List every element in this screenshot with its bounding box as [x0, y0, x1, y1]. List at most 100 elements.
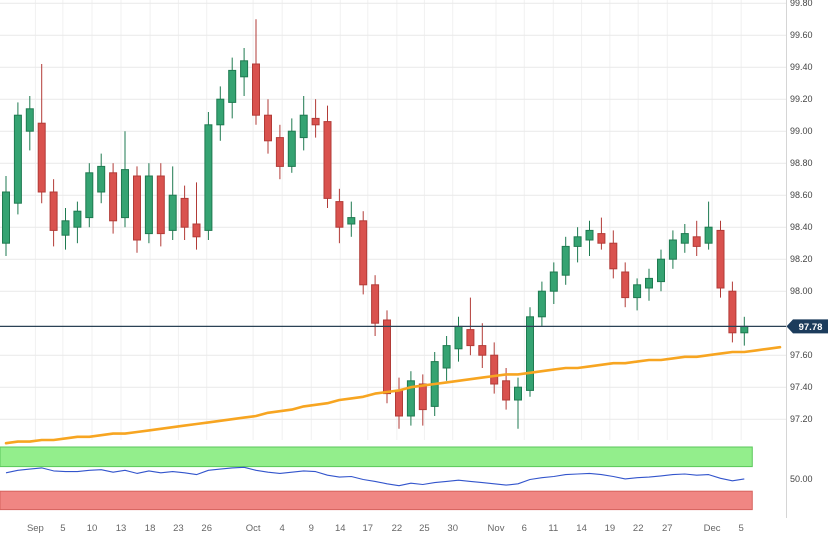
candle-body[interactable]: [359, 220, 368, 286]
candle-body[interactable]: [418, 383, 427, 411]
price-axis-label: 98.60: [790, 190, 813, 200]
time-axis-label: 22: [633, 523, 644, 534]
candle-body[interactable]: [740, 325, 749, 334]
rsi-value-label: 50.00: [790, 474, 813, 484]
price-axis-label: 97.40: [790, 382, 813, 392]
candle-body[interactable]: [442, 345, 451, 369]
candle-body[interactable]: [502, 380, 511, 401]
candle-body[interactable]: [668, 239, 677, 260]
candle-body[interactable]: [25, 108, 34, 132]
candle-body[interactable]: [478, 345, 487, 356]
candle-body[interactable]: [526, 316, 534, 391]
time-axis-label: 22: [392, 523, 403, 534]
time-axis-label: 27: [662, 523, 673, 534]
candle-body[interactable]: [85, 172, 94, 219]
price-axis-label: 99.00: [790, 126, 813, 136]
candle-body[interactable]: [13, 114, 22, 204]
candle-body[interactable]: [228, 69, 237, 103]
candle-body[interactable]: [347, 217, 356, 225]
time-axis-label: 19: [605, 523, 616, 534]
candle-body[interactable]: [264, 114, 272, 142]
candle-body[interactable]: [514, 386, 522, 401]
price-axis-label: 99.60: [790, 30, 813, 40]
candle-body[interactable]: [156, 175, 165, 235]
candle-body[interactable]: [454, 325, 463, 350]
time-axis-label: 14: [576, 523, 587, 534]
candle-body[interactable]: [645, 277, 653, 289]
time-axis-label: 17: [363, 523, 374, 534]
candle-body[interactable]: [561, 245, 570, 276]
candle-body[interactable]: [383, 319, 391, 395]
candle-body[interactable]: [633, 284, 642, 299]
candle-body[interactable]: [716, 229, 725, 289]
candle-body[interactable]: [728, 290, 737, 334]
candle-body[interactable]: [144, 175, 153, 235]
candle-body[interactable]: [49, 191, 58, 231]
candle-body[interactable]: [192, 223, 201, 238]
candle-body[interactable]: [704, 226, 713, 244]
candle-body[interactable]: [335, 201, 344, 228]
gridlines: [0, 0, 786, 440]
candle-body[interactable]: [371, 284, 380, 324]
time-axis-label: 25: [419, 523, 430, 534]
candle-body[interactable]: [240, 60, 249, 78]
candle-body[interactable]: [406, 380, 415, 417]
time-axis-label: 18: [145, 523, 156, 534]
candle-body[interactable]: [121, 169, 129, 219]
time-axis-label: 23: [173, 523, 184, 534]
candle-body[interactable]: [275, 137, 284, 167]
time-axis-label: 14: [335, 523, 346, 534]
price-axis-label: 98.80: [790, 158, 813, 168]
candle-body[interactable]: [97, 165, 106, 193]
candle-body[interactable]: [216, 98, 225, 126]
candle-body[interactable]: [597, 233, 606, 244]
candle-body[interactable]: [466, 329, 475, 347]
candle-body[interactable]: [204, 124, 213, 231]
candle-body[interactable]: [323, 121, 332, 199]
candle-body[interactable]: [621, 271, 630, 299]
candle-body[interactable]: [549, 271, 558, 292]
candle-body[interactable]: [287, 130, 296, 167]
rsi-overbought-zone: [0, 446, 753, 468]
candle-body[interactable]: [585, 229, 594, 241]
candle-body[interactable]: [299, 114, 308, 139]
candle-body[interactable]: [537, 290, 546, 318]
price-axis-label: 99.20: [790, 94, 813, 104]
candle-body[interactable]: [252, 63, 260, 116]
time-axis-label: 9: [309, 523, 314, 534]
candle-body[interactable]: [573, 236, 582, 247]
candles: [2, 19, 749, 429]
price-axis-label: 97.60: [790, 350, 813, 360]
price-axis-label: 98.40: [790, 222, 813, 232]
time-axis-label: 30: [447, 523, 458, 534]
candle-body[interactable]: [609, 242, 618, 270]
time-axis-label: Nov: [488, 523, 505, 534]
price-axis-label: 98.20: [790, 254, 813, 264]
candle-body[interactable]: [657, 258, 665, 283]
time-axis-label: Oct: [246, 523, 261, 534]
candle-body[interactable]: [490, 354, 499, 385]
candle-body[interactable]: [692, 236, 701, 247]
candle-body[interactable]: [168, 194, 177, 231]
candle-body[interactable]: [133, 175, 141, 241]
candle-body[interactable]: [395, 389, 403, 417]
candle-body[interactable]: [109, 172, 118, 222]
candle-body[interactable]: [680, 233, 689, 244]
candle-body[interactable]: [311, 117, 320, 126]
price-axis-label: 97.20: [790, 414, 813, 424]
candle-body[interactable]: [180, 197, 189, 228]
price-axis-label: 99.80: [790, 0, 813, 8]
candle-body[interactable]: [37, 122, 46, 193]
rsi-line: [5, 466, 745, 487]
time-axis-label: Sep: [27, 523, 44, 534]
candle-body[interactable]: [2, 191, 10, 244]
candle-body[interactable]: [61, 220, 70, 236]
time-axis-label: 4: [280, 523, 285, 534]
rsi-panel: [0, 446, 753, 511]
time-axis-label: Dec: [704, 523, 721, 534]
candle-body[interactable]: [73, 210, 82, 228]
price-axis-label: 98.00: [790, 286, 813, 296]
time-axis-label: 10: [87, 523, 98, 534]
